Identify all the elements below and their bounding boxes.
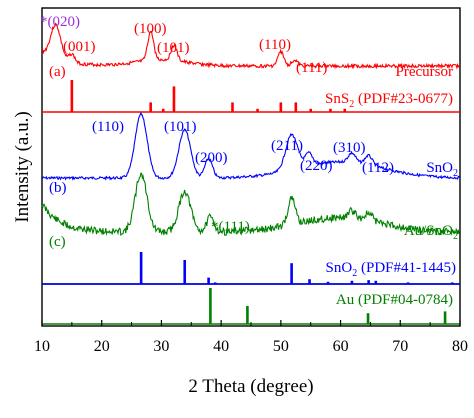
xrd-curves (41, 22, 461, 236)
peak-label-020: *(020) (40, 14, 80, 30)
ref-label-au: Au (PDF#04-0784) (336, 292, 453, 308)
x-tick-label: 50 (273, 338, 289, 355)
peak-label-a110: (110) (259, 37, 291, 53)
x-tick-label: 70 (392, 338, 408, 355)
peak-label-a111: (111) (296, 60, 327, 76)
peak-label-b110: (110) (92, 119, 124, 135)
curve-name-sno2: SnO2 (426, 160, 458, 179)
peak-label-b220: (220) (300, 158, 333, 174)
x-tick-label: 30 (153, 338, 169, 355)
curve-tag-c: (c) (49, 234, 66, 250)
peak-label-100: (100) (134, 21, 167, 37)
plot-frame (41, 7, 461, 327)
peak-label-001: (001) (63, 39, 96, 55)
curve-0 (41, 22, 460, 70)
x-tick-label: 80 (452, 338, 468, 355)
x-tick-label: 10 (34, 338, 50, 355)
ref-label-sns2: SnS2 (PDF#23-0677) (325, 91, 453, 110)
curve-1 (41, 111, 461, 181)
curve-tag-b: (b) (49, 180, 67, 196)
x-tick-label: 60 (333, 338, 349, 355)
reference-patterns (42, 80, 460, 325)
x-tick-label: 40 (213, 338, 229, 355)
peak-label-b200: (200) (195, 150, 228, 166)
y-axis-title: Intensity (a.u.) (12, 111, 33, 222)
peak-label-b112: (112) (362, 160, 394, 176)
peak-label-b101: (101) (164, 119, 197, 135)
x-tick-label: 20 (94, 338, 110, 355)
x-axis-title: 2 Theta (degree) (188, 376, 313, 397)
curve-name-precursor: Precursor (396, 64, 453, 80)
curve-name-au-sno2: Au/SnO2 (404, 223, 458, 242)
peak-label-a101: (101) (157, 40, 190, 56)
ref-label-sno2: SnO2 (PDF#41-1445) (326, 260, 456, 279)
x-axis-ticks: 10 20 30 40 50 60 70 80 (34, 320, 468, 355)
curve-tag-a: (a) (49, 64, 66, 80)
peak-label-b211: (211) (271, 138, 303, 154)
peak-label-b310: (310) (333, 140, 366, 156)
peak-label-c111: *(111) (211, 219, 250, 235)
curve-2 (41, 172, 461, 236)
